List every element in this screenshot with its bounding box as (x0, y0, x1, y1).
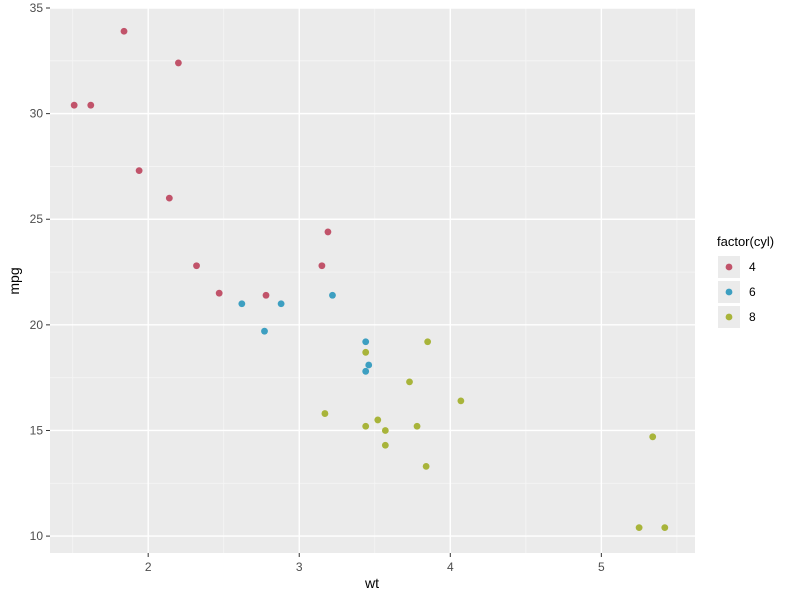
data-point-cyl-6 (362, 338, 370, 346)
data-point-cyl-8 (457, 397, 465, 405)
legend-key-cyl-4 (725, 263, 733, 271)
x-tick-label: 5 (598, 560, 605, 574)
data-point-cyl-4 (215, 289, 223, 297)
data-point-cyl-4 (120, 27, 128, 35)
data-point-cyl-6 (362, 367, 370, 375)
data-point-cyl-8 (422, 462, 430, 470)
data-point-cyl-8 (321, 410, 329, 417)
y-axis-ticks: 10 15 20 25 30 35 (30, 1, 50, 543)
x-tick-label: 3 (296, 560, 303, 574)
data-point-cyl-6 (329, 291, 336, 299)
data-point-cyl-8 (635, 524, 643, 532)
legend-key-cyl-6 (725, 288, 733, 296)
legend-label-cyl-4: 4 (749, 260, 756, 274)
y-tick-label: 20 (30, 318, 44, 332)
data-point-cyl-4 (70, 101, 78, 109)
data-point-cyl-8 (362, 422, 370, 430)
panel-background (50, 8, 695, 553)
data-point-cyl-8 (381, 427, 389, 434)
data-point-cyl-6 (365, 361, 373, 369)
legend-key-cyl-8 (725, 313, 733, 321)
x-axis-title: wt (364, 575, 379, 591)
data-points (70, 27, 669, 532)
legend-label-cyl-6: 6 (749, 285, 756, 299)
data-point-cyl-6 (238, 300, 246, 308)
data-point-cyl-6 (277, 300, 285, 308)
data-point-cyl-4 (174, 59, 182, 67)
y-tick-label: 25 (30, 212, 44, 226)
data-point-cyl-6 (261, 327, 268, 335)
legend-label-cyl-8: 8 (749, 310, 756, 324)
y-tick-label: 10 (30, 529, 44, 543)
data-point-cyl-8 (362, 348, 370, 356)
y-tick-label: 30 (30, 107, 44, 121)
data-point-cyl-8 (424, 338, 432, 346)
data-point-cyl-8 (413, 422, 421, 430)
x-tick-label: 4 (447, 560, 454, 574)
y-tick-label: 35 (30, 1, 44, 15)
data-point-cyl-8 (406, 378, 413, 386)
x-axis-ticks: 2 3 4 5 (145, 553, 605, 574)
major-gridlines (50, 7, 695, 553)
x-tick-label: 2 (145, 560, 152, 574)
data-point-cyl-4 (262, 291, 270, 299)
data-point-cyl-4 (135, 167, 143, 175)
y-axis-title: mpg (6, 267, 22, 294)
data-point-cyl-4 (165, 194, 173, 202)
data-point-cyl-8 (381, 441, 389, 449)
legend: 4 6 8 (718, 256, 756, 328)
data-point-cyl-4 (87, 101, 95, 109)
data-point-cyl-8 (661, 524, 669, 532)
minor-gridlines (50, 8, 695, 553)
legend-title: factor(cyl) (717, 234, 774, 249)
y-tick-label: 15 (30, 423, 44, 437)
data-point-cyl-4 (318, 262, 326, 270)
data-point-cyl-4 (193, 262, 200, 270)
data-point-cyl-8 (649, 433, 657, 441)
data-point-cyl-4 (324, 228, 332, 236)
data-point-cyl-8 (374, 416, 382, 424)
